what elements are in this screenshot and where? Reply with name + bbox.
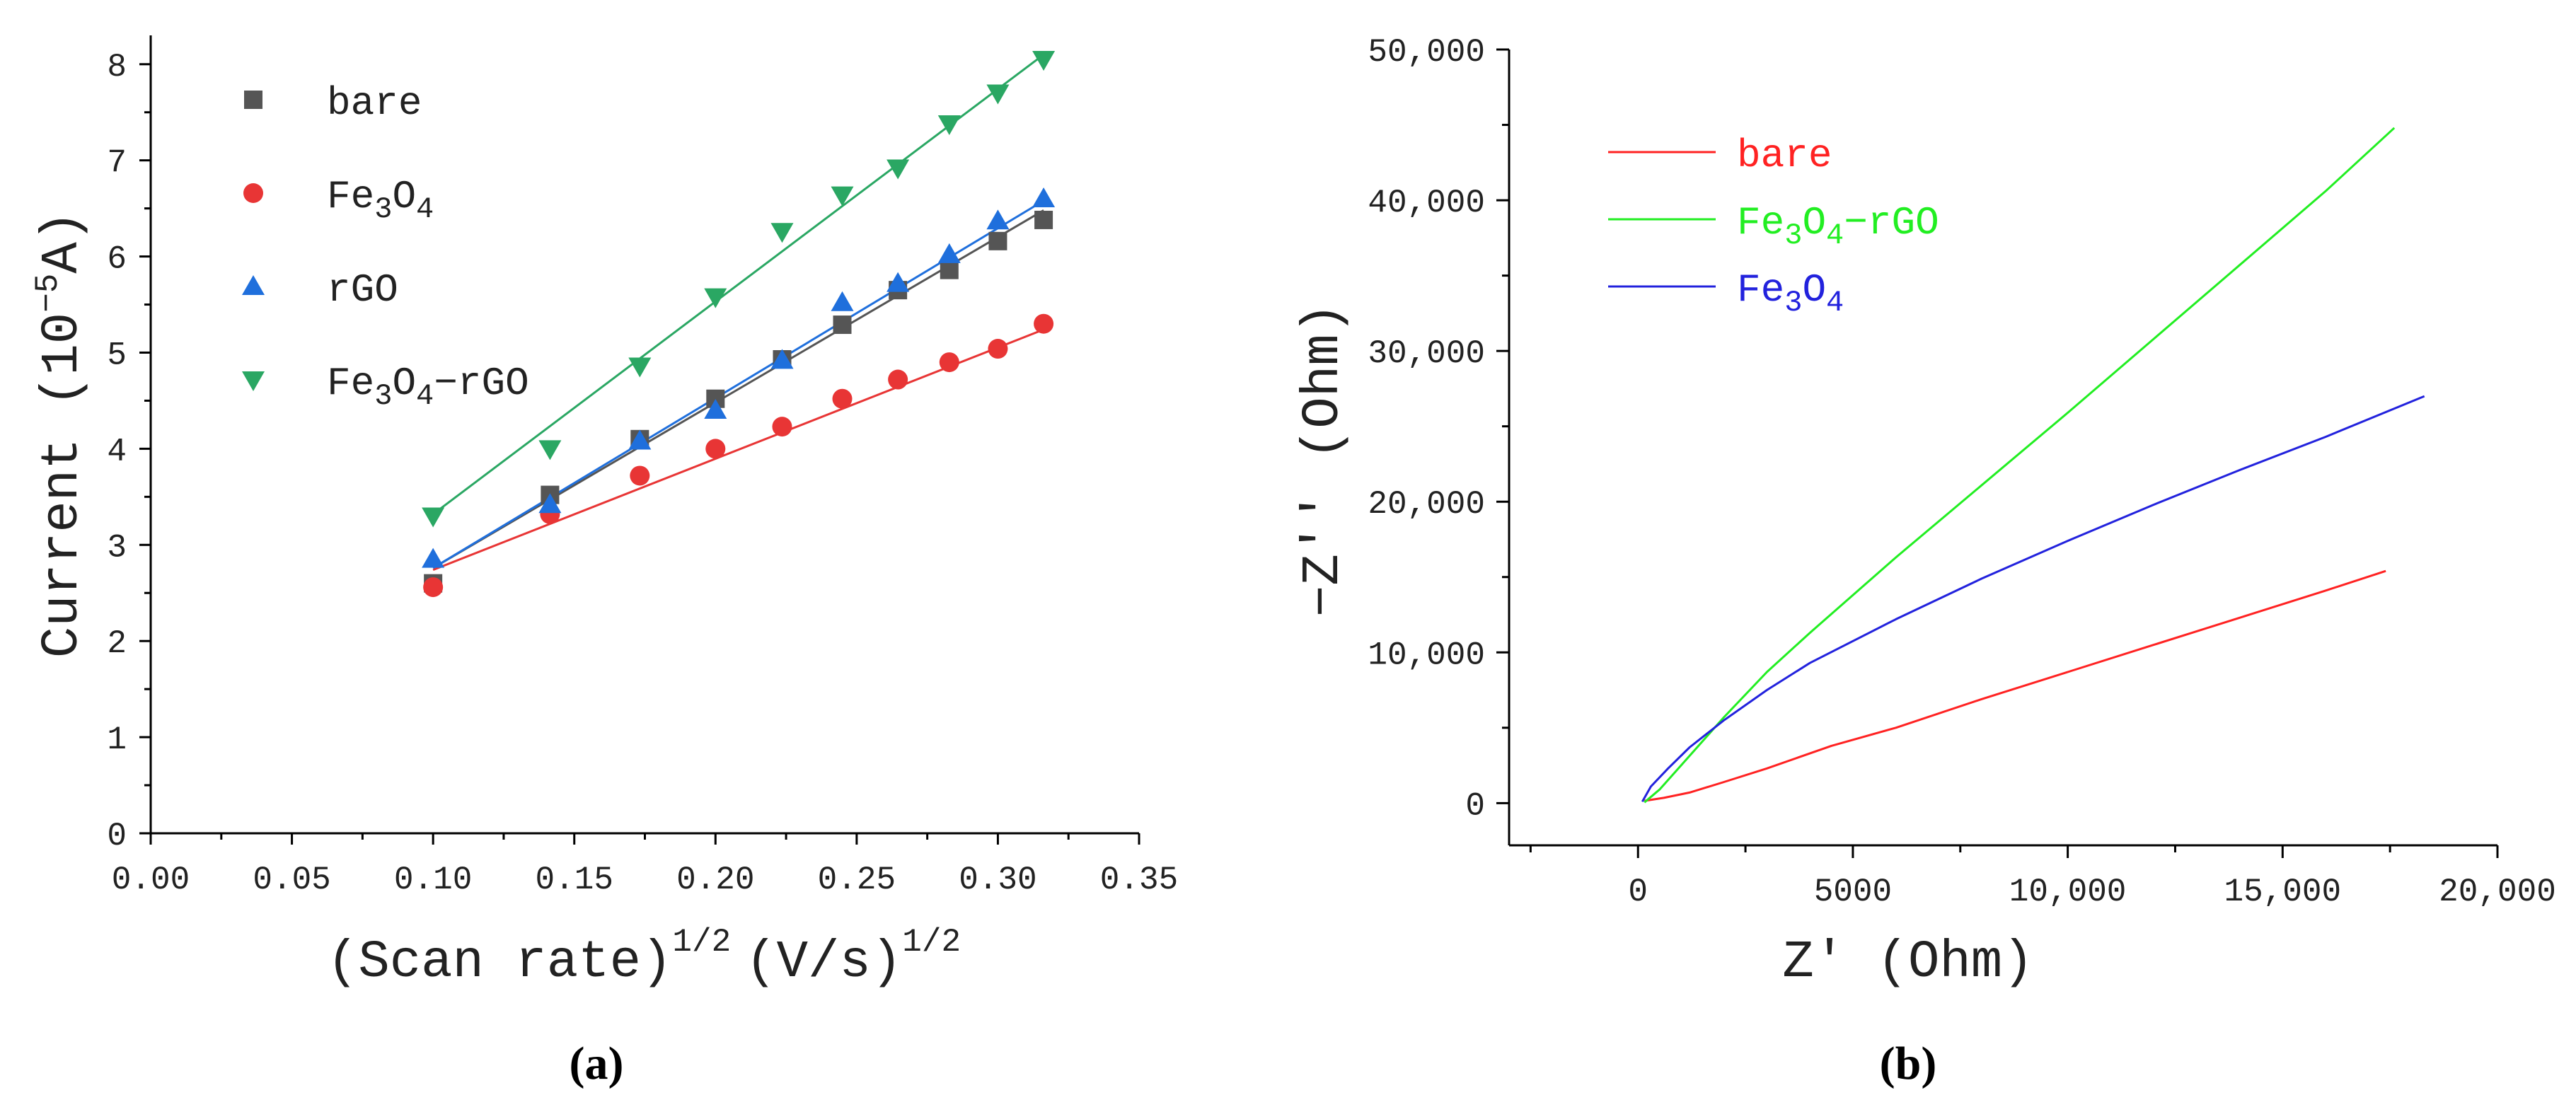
panel-a-x-tick-label: 0.05 [253,862,330,898]
data-point-fe3o4-rgo [770,223,794,243]
panel-a-y-tick-label: 4 [107,433,127,470]
panel-b-x-tick-label: 10,000 [2009,874,2127,910]
data-point-rgo [704,399,727,419]
data-point-fe3o4 [832,388,853,409]
legend-label-fe3o4-rgo: Fe3O4−rGO [327,361,529,413]
data-point-bare [988,231,1007,250]
data-point-fe3o4-rgo [704,288,727,308]
panel-b-x-tick-label: 15,000 [2224,874,2341,910]
panel-b-x-label: Z' (Ohm) [1782,933,2033,992]
panel-b-y-tick-label: 10,000 [1368,637,1485,673]
legend-label-fe3o4: Fe3O4 [1737,267,1844,320]
data-point-rgo [628,429,652,450]
panel-a-x-tick-label: 0.25 [818,862,896,898]
data-point-fe3o4-rgo [937,115,961,136]
panel-b-y-tick-label: 40,000 [1368,185,1485,221]
data-point-fe3o4-rgo [422,507,445,528]
fit-line-fe3o4-rgo [432,53,1044,515]
data-point-fe3o4 [988,339,1008,359]
panel-b-label: (b) [1880,1038,1937,1089]
data-point-bare [833,315,852,335]
data-point-fe3o4-rgo [986,84,1010,105]
panel-a-x-tick-label: 0.35 [1100,862,1178,898]
data-point-fe3o4 [1034,313,1054,334]
panel-a-y-tick-label: 1 [107,722,127,758]
data-point-fe3o4 [888,369,908,390]
data-point-bare [940,260,959,279]
legend-label-rgo: rGO [327,267,398,313]
data-point-rgo [538,493,562,514]
legend-marker-fe3o4-rgo [242,371,265,391]
data-point-rgo [422,548,445,568]
panel-a-x-tick-label: 0.20 [676,862,754,898]
panel-b-y-label: −Z'' (Ohm) [1294,303,1353,617]
data-point-rgo [886,272,910,292]
data-point-fe3o4 [772,417,792,437]
data-point-rgo [831,291,854,311]
panel-b-x-tick-label: 0 [1628,874,1648,910]
panel-a-y-tick-label: 0 [107,818,127,855]
data-point-bare [1034,210,1053,229]
data-point-fe3o4-rgo [886,159,910,180]
panel-a-x-tick-label: 0.10 [394,862,472,898]
panel-a-chart: 0.00 0.05 0.10 0.15 0.20 0.25 0.30 0.35 0 1 2 3 4 5 6 7… [30,35,1178,1089]
data-point-fe3o4 [630,465,650,486]
panel-a-x-tick-label: 0.30 [959,862,1036,898]
data-point-rgo [1032,187,1056,208]
legend-marker-rgo [242,275,265,295]
panel-b-x-tick-label: 20,000 [2439,874,2556,910]
data-point-fe3o4-rgo [831,186,854,207]
series-line-fe3o4-rgo [1644,127,2396,804]
fit-line-fe3o4 [432,328,1044,572]
data-point-fe3o4 [939,352,959,373]
panel-a-y-label: Current (10−5A) [30,211,93,659]
data-point-rgo [937,243,961,263]
series-line-bare [1644,569,2386,802]
panel-b-x-tick-label: 5000 [1814,874,1892,910]
data-point-fe3o4 [705,439,726,459]
panel-a-y-tick-label: 6 [107,241,127,278]
panel-a-x-tick-label: 0.00 [112,862,190,898]
legend-label-bare: bare [1737,133,1832,178]
legend-label-bare: bare [327,81,422,126]
panel-b-y-tick-label: 0 [1465,787,1485,824]
panel-b-legend: bare Fe3O4−rGO Fe3O4 [1608,133,1939,320]
data-point-fe3o4 [423,577,444,598]
panel-a-label: (a) [570,1038,624,1089]
panel-b-chart: 0 5000 10,000 15,000 20,000 0 10,000 20,000 30,0… [1294,34,2556,1089]
panel-a-y-tick-label: 2 [107,625,127,662]
legend-label-fe3o4-rgo: Fe3O4−rGO [1737,200,1939,253]
data-point-fe3o4-rgo [538,440,562,461]
data-point-rgo [986,209,1010,230]
panel-a-y-tick-label: 8 [107,49,127,86]
legend-label-fe3o4: Fe3O4 [327,174,434,226]
legend-marker-bare [244,91,262,109]
data-point-fe3o4-rgo [1032,50,1056,71]
data-point-rgo [770,349,794,369]
panel-a-legend: bare Fe3O4 rGO Fe3O4−rGO [242,81,529,413]
panel-a-x-tick-label: 0.15 [536,862,613,898]
panel-b-y-tick-label: 20,000 [1368,486,1485,523]
legend-marker-fe3o4 [243,183,263,203]
panel-a-y-tick-label: 5 [107,337,127,373]
data-point-fe3o4-rgo [628,357,652,378]
panel-a-x-label: (Scan rate)1/2 (V/s)1/2 [327,924,961,992]
panel-b-y-tick-label: 50,000 [1368,34,1485,71]
series-line-fe3o4 [1641,395,2425,802]
panel-b-y-tick-label: 30,000 [1368,335,1485,372]
panel-a-y-tick-label: 3 [107,529,127,566]
panel-a-y-tick-label: 7 [107,145,127,182]
